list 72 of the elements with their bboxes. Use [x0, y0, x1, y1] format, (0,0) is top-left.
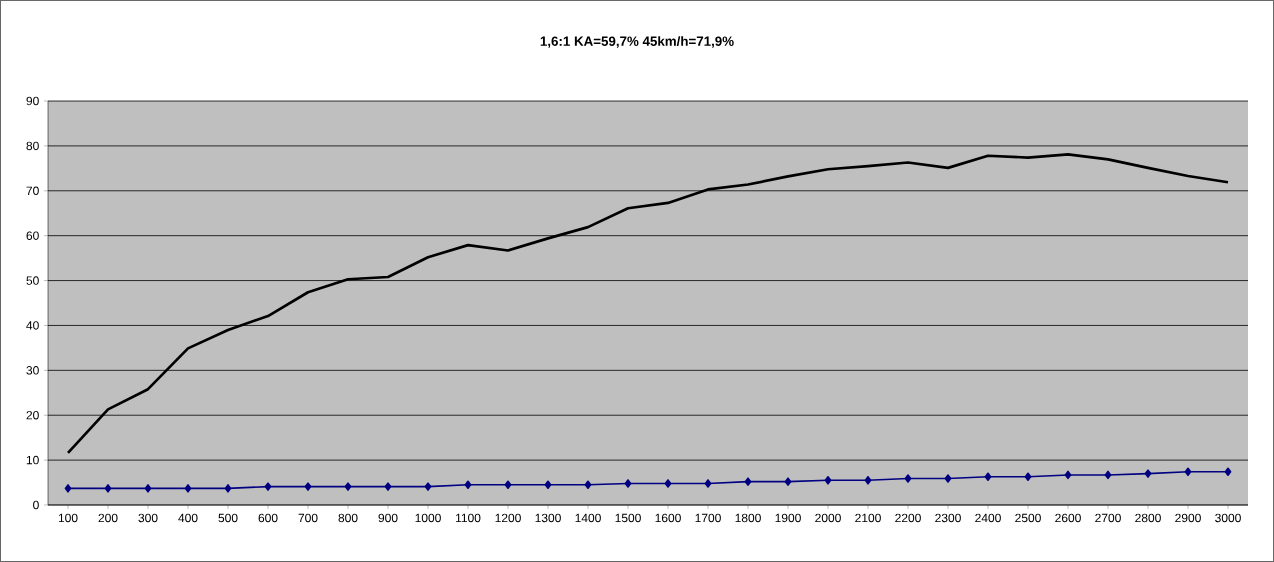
- x-tick-label: 2000: [815, 513, 841, 523]
- point: [184, 484, 192, 493]
- x-tick-label: 1500: [615, 513, 641, 523]
- point: [944, 474, 952, 483]
- x-tick-label: 2200: [895, 513, 921, 523]
- point: [424, 482, 432, 491]
- x-tick-label: 100: [58, 513, 78, 523]
- point: [304, 482, 312, 491]
- point: [664, 479, 672, 488]
- point: [904, 474, 912, 483]
- x-tick-label: 500: [218, 513, 238, 523]
- y-tick-label: 70: [26, 186, 39, 196]
- x-tick-label: 1300: [535, 513, 561, 523]
- point: [104, 484, 112, 493]
- x-tick-label: 200: [98, 513, 118, 523]
- y-tick-label: 10: [26, 455, 39, 465]
- y-tick-label: 40: [26, 321, 39, 330]
- y-tick-label: 30: [26, 366, 39, 375]
- point: [864, 476, 872, 485]
- point: [1224, 467, 1232, 477]
- point: [544, 480, 552, 490]
- x-tick-label: 2900: [1175, 513, 1201, 523]
- point: [744, 477, 752, 486]
- x-tick-label: 600: [258, 513, 278, 523]
- point: [1024, 472, 1032, 481]
- point: [704, 479, 712, 488]
- x-tick-label: 1200: [495, 513, 521, 523]
- x-tick-label: 2600: [1055, 513, 1081, 523]
- x-tick-label: 2400: [975, 513, 1001, 523]
- point: [144, 484, 152, 493]
- x-tick-label: 3000: [1215, 513, 1241, 523]
- x-tick-label: 800: [338, 513, 358, 523]
- point: [984, 472, 992, 481]
- y-tick-label: 0: [33, 500, 39, 510]
- point: [504, 480, 512, 490]
- x-tick-label: 700: [298, 513, 318, 523]
- point: [264, 482, 272, 491]
- y-tick-label: 90: [26, 96, 39, 106]
- x-tick-label: 400: [178, 513, 198, 523]
- point: [464, 480, 472, 490]
- y-tick-label: 20: [26, 410, 39, 420]
- point: [1184, 467, 1192, 477]
- x-tick-label: 2100: [855, 513, 881, 523]
- x-tick-label: 1600: [655, 513, 681, 523]
- x-tick-label: 300: [138, 513, 158, 523]
- x-tick-label: 1800: [735, 513, 761, 523]
- y-tick-label: 60: [26, 231, 39, 240]
- x-tick-label: 900: [378, 513, 398, 523]
- y-tick-label: 50: [26, 276, 39, 285]
- point: [384, 482, 392, 491]
- x-tick-label: 1000: [415, 513, 441, 523]
- chart-title: 1,6:1 KA=59,7% 45km/h=71,9%: [540, 36, 734, 48]
- point: [624, 479, 632, 488]
- y-tick-label: 80: [26, 141, 39, 151]
- point: [64, 484, 72, 493]
- point: [344, 482, 352, 491]
- x-tick-label: 2300: [935, 513, 961, 523]
- x-tick-label: 1400: [575, 513, 601, 523]
- point: [224, 484, 232, 493]
- x-tick-label: 2700: [1095, 513, 1121, 523]
- point: [1144, 469, 1152, 478]
- x-tick-label: 2500: [1015, 513, 1041, 523]
- x-tick-label: 1900: [775, 513, 801, 523]
- point: [1104, 470, 1112, 480]
- x-tick-label: 2800: [1135, 513, 1161, 523]
- point: [824, 476, 832, 485]
- point: [584, 480, 592, 490]
- point: [1064, 470, 1072, 480]
- x-tick-label: 1100: [456, 513, 481, 523]
- point: [784, 477, 792, 486]
- x-tick-label: 1700: [695, 513, 721, 523]
- line-series: [66, 153, 1230, 455]
